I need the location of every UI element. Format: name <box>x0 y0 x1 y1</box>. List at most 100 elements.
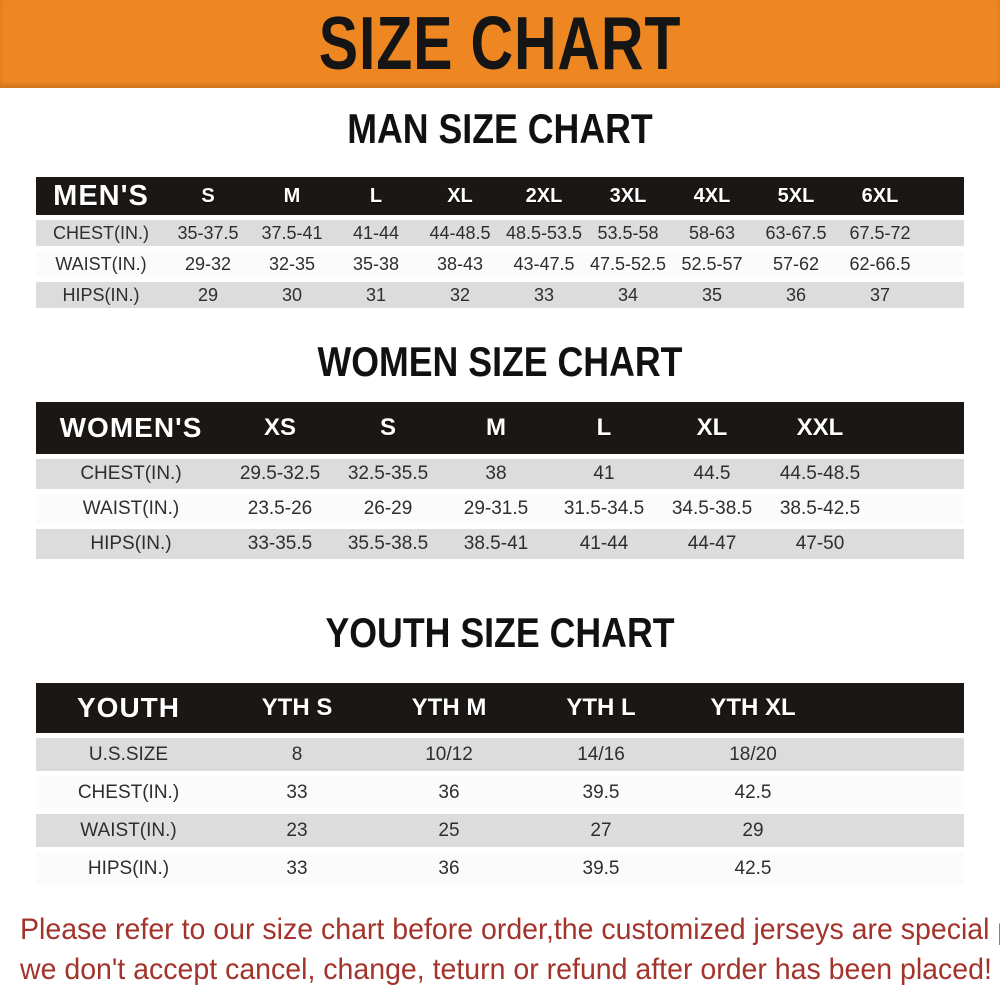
size-column-header: YTH XL <box>710 694 796 721</box>
table-filler-cell <box>874 494 964 524</box>
row-label: U.S.SIZE <box>88 743 169 765</box>
youth-waist-row: WAIST(IN.) 23 25 27 29 <box>36 814 964 847</box>
size-cell: 32.5-35.5 <box>347 463 429 484</box>
size-cell: 14/16 <box>577 743 625 765</box>
size-cell: 34 <box>617 284 639 305</box>
size-cell: 36 <box>438 857 460 879</box>
size-cell: 39.5 <box>582 857 620 879</box>
size-cell: 42.5 <box>734 781 772 803</box>
size-cell: 34.5-38.5 <box>671 498 753 519</box>
size-cell: 23.5-26 <box>247 498 313 519</box>
size-cell: 29.5-32.5 <box>239 463 321 484</box>
size-cell: 39.5 <box>582 781 620 803</box>
size-cell: 33 <box>533 284 555 305</box>
size-cell: 23 <box>286 819 308 841</box>
youth-header-label: YOUTH <box>77 692 180 723</box>
size-column-header: S <box>379 414 396 441</box>
disclaimer-line-1: Please refer to our size chart before or… <box>20 913 1000 946</box>
men-section-heading: MAN SIZE CHART <box>347 105 653 152</box>
row-label: WAIST(IN.) <box>80 819 177 841</box>
size-cell: 29-31.5 <box>463 498 529 519</box>
size-column-header: XXL <box>796 414 844 441</box>
table-filler-cell <box>829 852 964 885</box>
row-label: HIPS(IN.) <box>90 533 172 554</box>
size-cell: 36 <box>438 781 460 803</box>
size-cell: 44.5 <box>693 463 731 484</box>
size-column-header: L <box>596 414 612 441</box>
size-column-header: YTH L <box>566 694 636 721</box>
size-cell: 26-29 <box>363 498 413 519</box>
youth-section-heading: YOUTH SIZE CHART <box>325 609 675 656</box>
men-waist-row: WAIST(IN.) 29-32 32-35 35-38 38-43 43-47… <box>36 251 964 277</box>
size-cell: 43-47.5 <box>513 253 575 274</box>
size-cell: 10/12 <box>425 743 473 765</box>
size-cell: 35.5-38.5 <box>347 533 429 554</box>
size-cell: 38.5-41 <box>463 533 529 554</box>
size-cell: 44-48.5 <box>429 222 491 243</box>
size-cell: 63-67.5 <box>765 222 827 243</box>
row-label: CHEST(IN.) <box>77 781 180 803</box>
size-cell: 47.5-52.5 <box>589 253 667 274</box>
youth-chest-row: CHEST(IN.) 33 36 39.5 42.5 <box>36 776 964 809</box>
women-hips-row: HIPS(IN.) 33-35.5 35.5-38.5 38.5-41 41-4… <box>36 529 964 559</box>
size-cell: 41-44 <box>579 533 629 554</box>
row-label: HIPS(IN.) <box>87 857 170 879</box>
size-cell: 33 <box>286 781 308 803</box>
women-section-heading: WOMEN SIZE CHART <box>317 338 683 385</box>
row-label: CHEST(IN.) <box>53 222 149 243</box>
disclaimer-text: Please refer to our size chart before or… <box>0 910 1000 990</box>
table-filler-cell <box>922 177 964 215</box>
row-label: CHEST(IN.) <box>80 463 182 484</box>
table-filler-cell <box>829 683 964 733</box>
table-filler-cell <box>829 814 964 847</box>
size-cell: 41 <box>593 463 615 484</box>
size-column-header: XL <box>447 184 473 207</box>
youth-hips-row: HIPS(IN.) 33 36 39.5 42.5 <box>36 852 964 885</box>
table-filler-cell <box>829 738 964 771</box>
size-cell: 37.5-41 <box>261 222 323 243</box>
women-waist-row: WAIST(IN.) 23.5-26 26-29 29-31.5 31.5-34… <box>36 494 964 524</box>
table-filler-cell <box>829 776 964 809</box>
size-column-header: M <box>486 414 506 441</box>
youth-header-row: YOUTH YTH S YTH M YTH L YTH XL <box>36 683 964 733</box>
size-cell: 41-44 <box>352 222 400 243</box>
women-header-row: WOMEN'S XS S M L XL XXL <box>36 402 964 454</box>
table-filler-cell <box>922 251 964 277</box>
size-cell: 27 <box>590 819 612 841</box>
size-cell: 18/20 <box>729 743 777 765</box>
size-cell: 53.5-58 <box>597 222 659 243</box>
men-hips-row: HIPS(IN.) 29 30 31 32 33 34 35 36 37 <box>36 282 964 308</box>
size-cell: 57-62 <box>772 253 820 274</box>
women-size-table: WOMEN'S XS S M L XL XXL CHEST(IN.) 29.5-… <box>36 397 964 564</box>
table-filler-cell <box>874 529 964 559</box>
size-cell: 48.5-53.5 <box>505 222 583 243</box>
size-column-header: 3XL <box>609 184 647 207</box>
size-cell: 62-66.5 <box>849 253 911 274</box>
size-chart-banner: SIZE CHART <box>0 0 1000 88</box>
size-cell: 29 <box>742 819 764 841</box>
table-filler-cell <box>922 282 964 308</box>
banner-title: SIZE CHART <box>318 2 682 87</box>
size-cell: 32 <box>449 284 471 305</box>
size-cell: 36 <box>785 284 807 305</box>
size-cell: 33 <box>286 857 308 879</box>
size-cell: 38-43 <box>436 253 484 274</box>
youth-size-table: YOUTH YTH S YTH M YTH L YTH XL U.S.SIZE … <box>36 678 964 890</box>
size-cell: 31 <box>365 284 387 305</box>
size-cell: 32-35 <box>268 253 316 274</box>
youth-ussize-row: U.S.SIZE 8 10/12 14/16 18/20 <box>36 738 964 771</box>
size-column-header: 6XL <box>861 184 899 207</box>
men-header-row: MEN'S S M L XL 2XL 3XL 4XL 5XL 6XL <box>36 177 964 215</box>
women-chest-row: CHEST(IN.) 29.5-32.5 32.5-35.5 38 41 44.… <box>36 459 964 489</box>
size-cell: 29-32 <box>184 253 232 274</box>
men-size-table: MEN'S S M L XL 2XL 3XL 4XL 5XL 6XL CHEST… <box>36 172 964 313</box>
size-column-header: 4XL <box>693 184 731 207</box>
size-cell: 67.5-72 <box>849 222 911 243</box>
table-filler-cell <box>874 402 964 454</box>
size-column-header: M <box>283 184 301 207</box>
row-label: HIPS(IN.) <box>62 284 140 305</box>
size-column-header: XL <box>696 414 728 441</box>
size-column-header: S <box>201 184 215 207</box>
size-cell: 35-37.5 <box>177 222 239 243</box>
women-header-label: WOMEN'S <box>59 412 203 443</box>
